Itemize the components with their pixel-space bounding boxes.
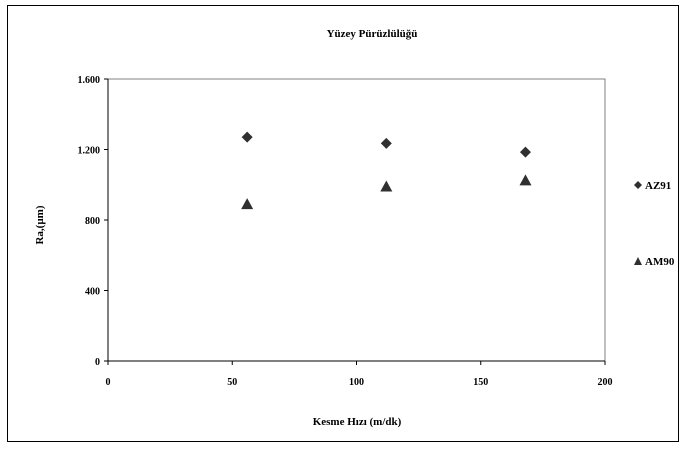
point-az91 bbox=[241, 131, 253, 143]
chart-frame bbox=[7, 5, 679, 442]
point-am90 bbox=[519, 174, 532, 186]
point-am90 bbox=[380, 180, 393, 192]
x-tick-label: 50 bbox=[227, 377, 237, 388]
x-tick-label: 150 bbox=[473, 377, 488, 388]
chart-title: Yüzey Pürüzlülüğü bbox=[327, 28, 418, 40]
point-az91 bbox=[519, 146, 531, 158]
y-tick-label: 1.200 bbox=[78, 146, 101, 157]
y-tick-label: 0 bbox=[95, 357, 100, 368]
legend-marker-az91 bbox=[634, 181, 642, 189]
legend-item-am90: AM90 bbox=[634, 256, 675, 268]
y-tick-label: 1.600 bbox=[78, 75, 101, 86]
legend-label-am90: AM90 bbox=[645, 256, 675, 268]
legend-item-az91: AZ91 bbox=[634, 180, 671, 192]
plot-area bbox=[107, 78, 606, 362]
x-tick-label: 0 bbox=[106, 377, 111, 388]
point-am90 bbox=[241, 198, 254, 210]
point-az91 bbox=[380, 137, 392, 149]
x-tick-label: 100 bbox=[349, 377, 364, 388]
y-axis-label: Ra,(µm) bbox=[34, 205, 46, 244]
y-tick-label: 800 bbox=[85, 216, 100, 227]
data-points bbox=[241, 131, 532, 210]
legend: AZ91 AM90 bbox=[634, 180, 675, 268]
x-axis-ticks: 0 50 100 150 200 bbox=[106, 361, 613, 388]
y-axis-ticks: 0 400 800 1.200 1.600 bbox=[78, 75, 108, 368]
y-tick-label: 400 bbox=[85, 287, 100, 298]
legend-label-az91: AZ91 bbox=[645, 180, 671, 192]
legend-marker-am90 bbox=[634, 257, 642, 265]
x-axis-label: Kesme Hızı (m/dk) bbox=[313, 416, 402, 428]
x-tick-label: 200 bbox=[598, 377, 613, 388]
